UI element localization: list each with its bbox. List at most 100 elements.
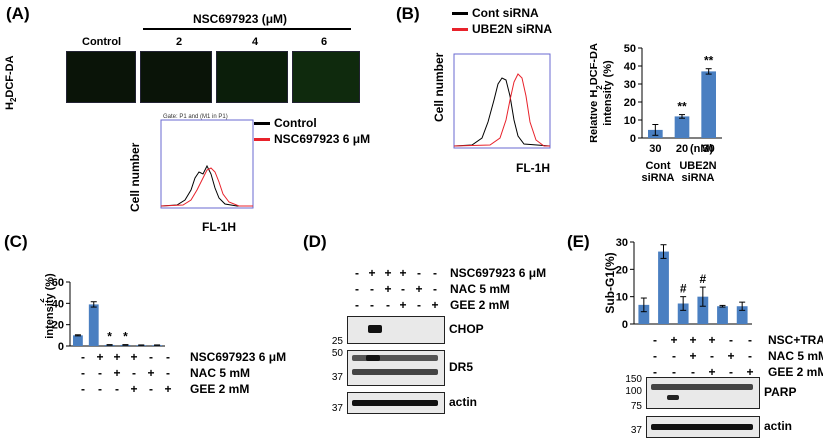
treatment-sign: + [147,366,155,380]
treatment-sign: + [415,282,423,296]
y-axis-label-part: DCF-DA [40,262,42,298]
treatment-sign: - [672,349,676,363]
flow-b-xlabel: FL-1H [516,161,550,175]
treatment-label: GEE 2 mM [768,365,823,379]
y-axis-label-part: Relative H [590,90,600,143]
legend-b-ube2n-swatch [452,28,468,32]
treatment-sign: - [98,366,102,380]
significance-mark: * [107,330,112,344]
dose-header-line [143,28,351,30]
flow-a-ylabel: Cell number [128,142,142,212]
mw-marker: 75 [630,401,642,412]
significance-mark: * [123,330,128,344]
y-axis-label-part: intensity (%) [44,273,56,339]
flow-histogram-a [160,119,254,209]
y-axis-label-part: 2 [40,298,46,303]
blot-band [366,355,380,361]
blot-label: actin [449,395,478,409]
mw-marker: 25 [331,336,343,347]
panel-b-label: (B) [396,4,420,23]
treatment-sign: + [689,349,697,363]
y-tick-label: 10 [624,115,636,127]
treatment-sign: - [132,366,136,380]
treatment-sign: - [166,350,170,364]
treatment-sign: - [748,349,752,363]
y-tick-label: 0 [58,341,64,353]
treatment-sign: + [670,333,678,347]
y-axis-label-line: intensity (%) [44,273,56,339]
treatment-sign: - [115,382,119,396]
treatment-sign: + [727,349,735,363]
x-tick-label: 20 [676,143,688,155]
y-axis-label-line: Relative H2DCF-DA [590,43,604,143]
panel-d-label: (D) [303,232,327,251]
legend-a-control: Control [254,116,370,130]
col-label-2: 2 [176,36,183,48]
mw-marker: 37 [630,425,642,436]
treatment-sign: - [710,349,714,363]
y-tick-label: 10 [616,292,628,304]
legend-a-nsc: NSC697923 6 μM [254,132,370,146]
bar [717,306,728,324]
col-label-6: 6 [321,36,328,48]
y-axis-label-part: 2 [595,85,604,90]
y-tick-label: 20 [624,97,636,109]
treatment-sign: - [386,298,390,312]
blot-actin [347,392,445,414]
treatment-sign: - [653,349,657,363]
x-tick-label: 30 [649,143,661,155]
mw-marker: 150 [625,374,642,385]
mw-marker: 100 [625,386,642,397]
y-axis-label-part: DCF-DA [590,43,600,85]
col-label-control: Control [82,36,122,48]
bar [674,116,690,138]
treatment-sign: - [81,366,85,380]
treatment-sign: + [130,382,138,396]
treatment-sign: - [355,298,359,312]
panel-c-label: (C) [4,232,28,251]
bar [88,304,99,346]
bar [677,303,689,324]
dose-header: NSC697923 (μM) [193,12,288,26]
legend-a-control-swatch [254,122,270,126]
treatment-sign: + [113,350,121,364]
blot-band [352,400,438,406]
y-axis-label-part: intensity (%) [602,60,614,126]
treatment-sign: - [748,333,752,347]
bar-chart-e: 0 10 20 30 Sub-G1(%) # # [603,237,752,331]
mw-marker: 37 [331,403,343,414]
legend-b: Cont siRNA UBE2N siRNA [452,6,552,36]
flow-a-xlabel: FL-1H [202,220,236,234]
micrograph-2uM [140,51,212,103]
treatment-sign: + [164,382,172,396]
mw-marker: 37 [331,372,343,383]
y-tick-label: 30 [624,79,636,91]
y-tick-label: 40 [624,61,636,73]
treatment-sign: + [130,350,138,364]
legend-a-nsc-swatch [254,138,270,142]
legend-a: Control NSC697923 6 μM [254,116,370,146]
bar [658,251,669,324]
blot-label: actin [764,419,793,433]
bar [697,296,709,324]
flow-histogram-b [453,53,551,149]
treatment-label: GEE 2 mM [190,382,250,396]
treatment-sign: - [417,298,421,312]
mw-marker: 50 [331,348,343,359]
blot-band [352,355,438,361]
bar [736,306,748,324]
blot-band [651,384,753,390]
y-tick-label: 60 [52,277,64,289]
treatment-label: NSC697923 6 μM [450,266,547,280]
treatment-sign: + [384,282,392,296]
y-axis-label-part: Relative H [40,303,42,356]
significance-mark: ** [677,100,687,114]
flow-a-gate: Gate: P1 and (M1 in P1) [163,114,228,120]
y-tick-label: 50 [624,43,636,55]
flow-a-control-curve [160,164,253,207]
micrograph-control [66,51,136,103]
